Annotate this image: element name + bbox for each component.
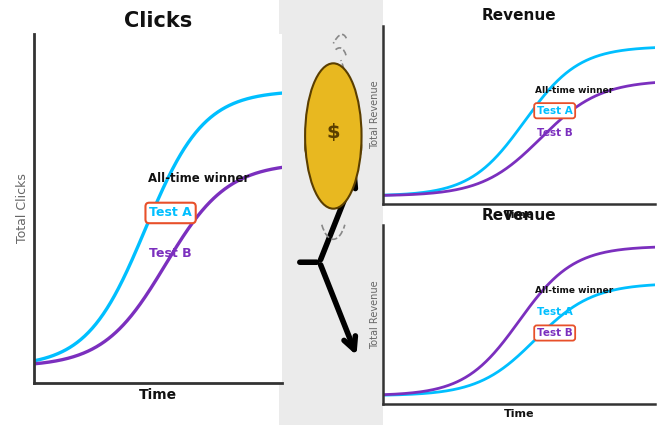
X-axis label: Time: Time — [504, 210, 534, 220]
Text: $: $ — [327, 123, 340, 142]
X-axis label: Time: Time — [504, 409, 534, 419]
Text: Test A: Test A — [537, 106, 573, 116]
Text: Test A: Test A — [537, 307, 573, 317]
X-axis label: Time: Time — [139, 388, 177, 402]
Text: Test B: Test B — [537, 128, 573, 138]
Title: Clicks: Clicks — [124, 11, 192, 31]
Y-axis label: Total Revenue: Total Revenue — [370, 80, 380, 149]
Y-axis label: Total Clicks: Total Clicks — [16, 173, 30, 243]
Title: Revenue: Revenue — [482, 208, 556, 223]
Title: Revenue: Revenue — [482, 8, 556, 23]
Ellipse shape — [305, 122, 362, 173]
Text: All-time winner: All-time winner — [536, 286, 614, 295]
Text: All-time winner: All-time winner — [148, 172, 249, 185]
Text: Test A: Test A — [149, 207, 192, 219]
Text: Test B: Test B — [149, 247, 192, 260]
Y-axis label: Total Revenue: Total Revenue — [370, 280, 380, 349]
Text: All-time winner: All-time winner — [536, 86, 614, 95]
Text: Test B: Test B — [537, 328, 573, 338]
Ellipse shape — [305, 63, 362, 209]
